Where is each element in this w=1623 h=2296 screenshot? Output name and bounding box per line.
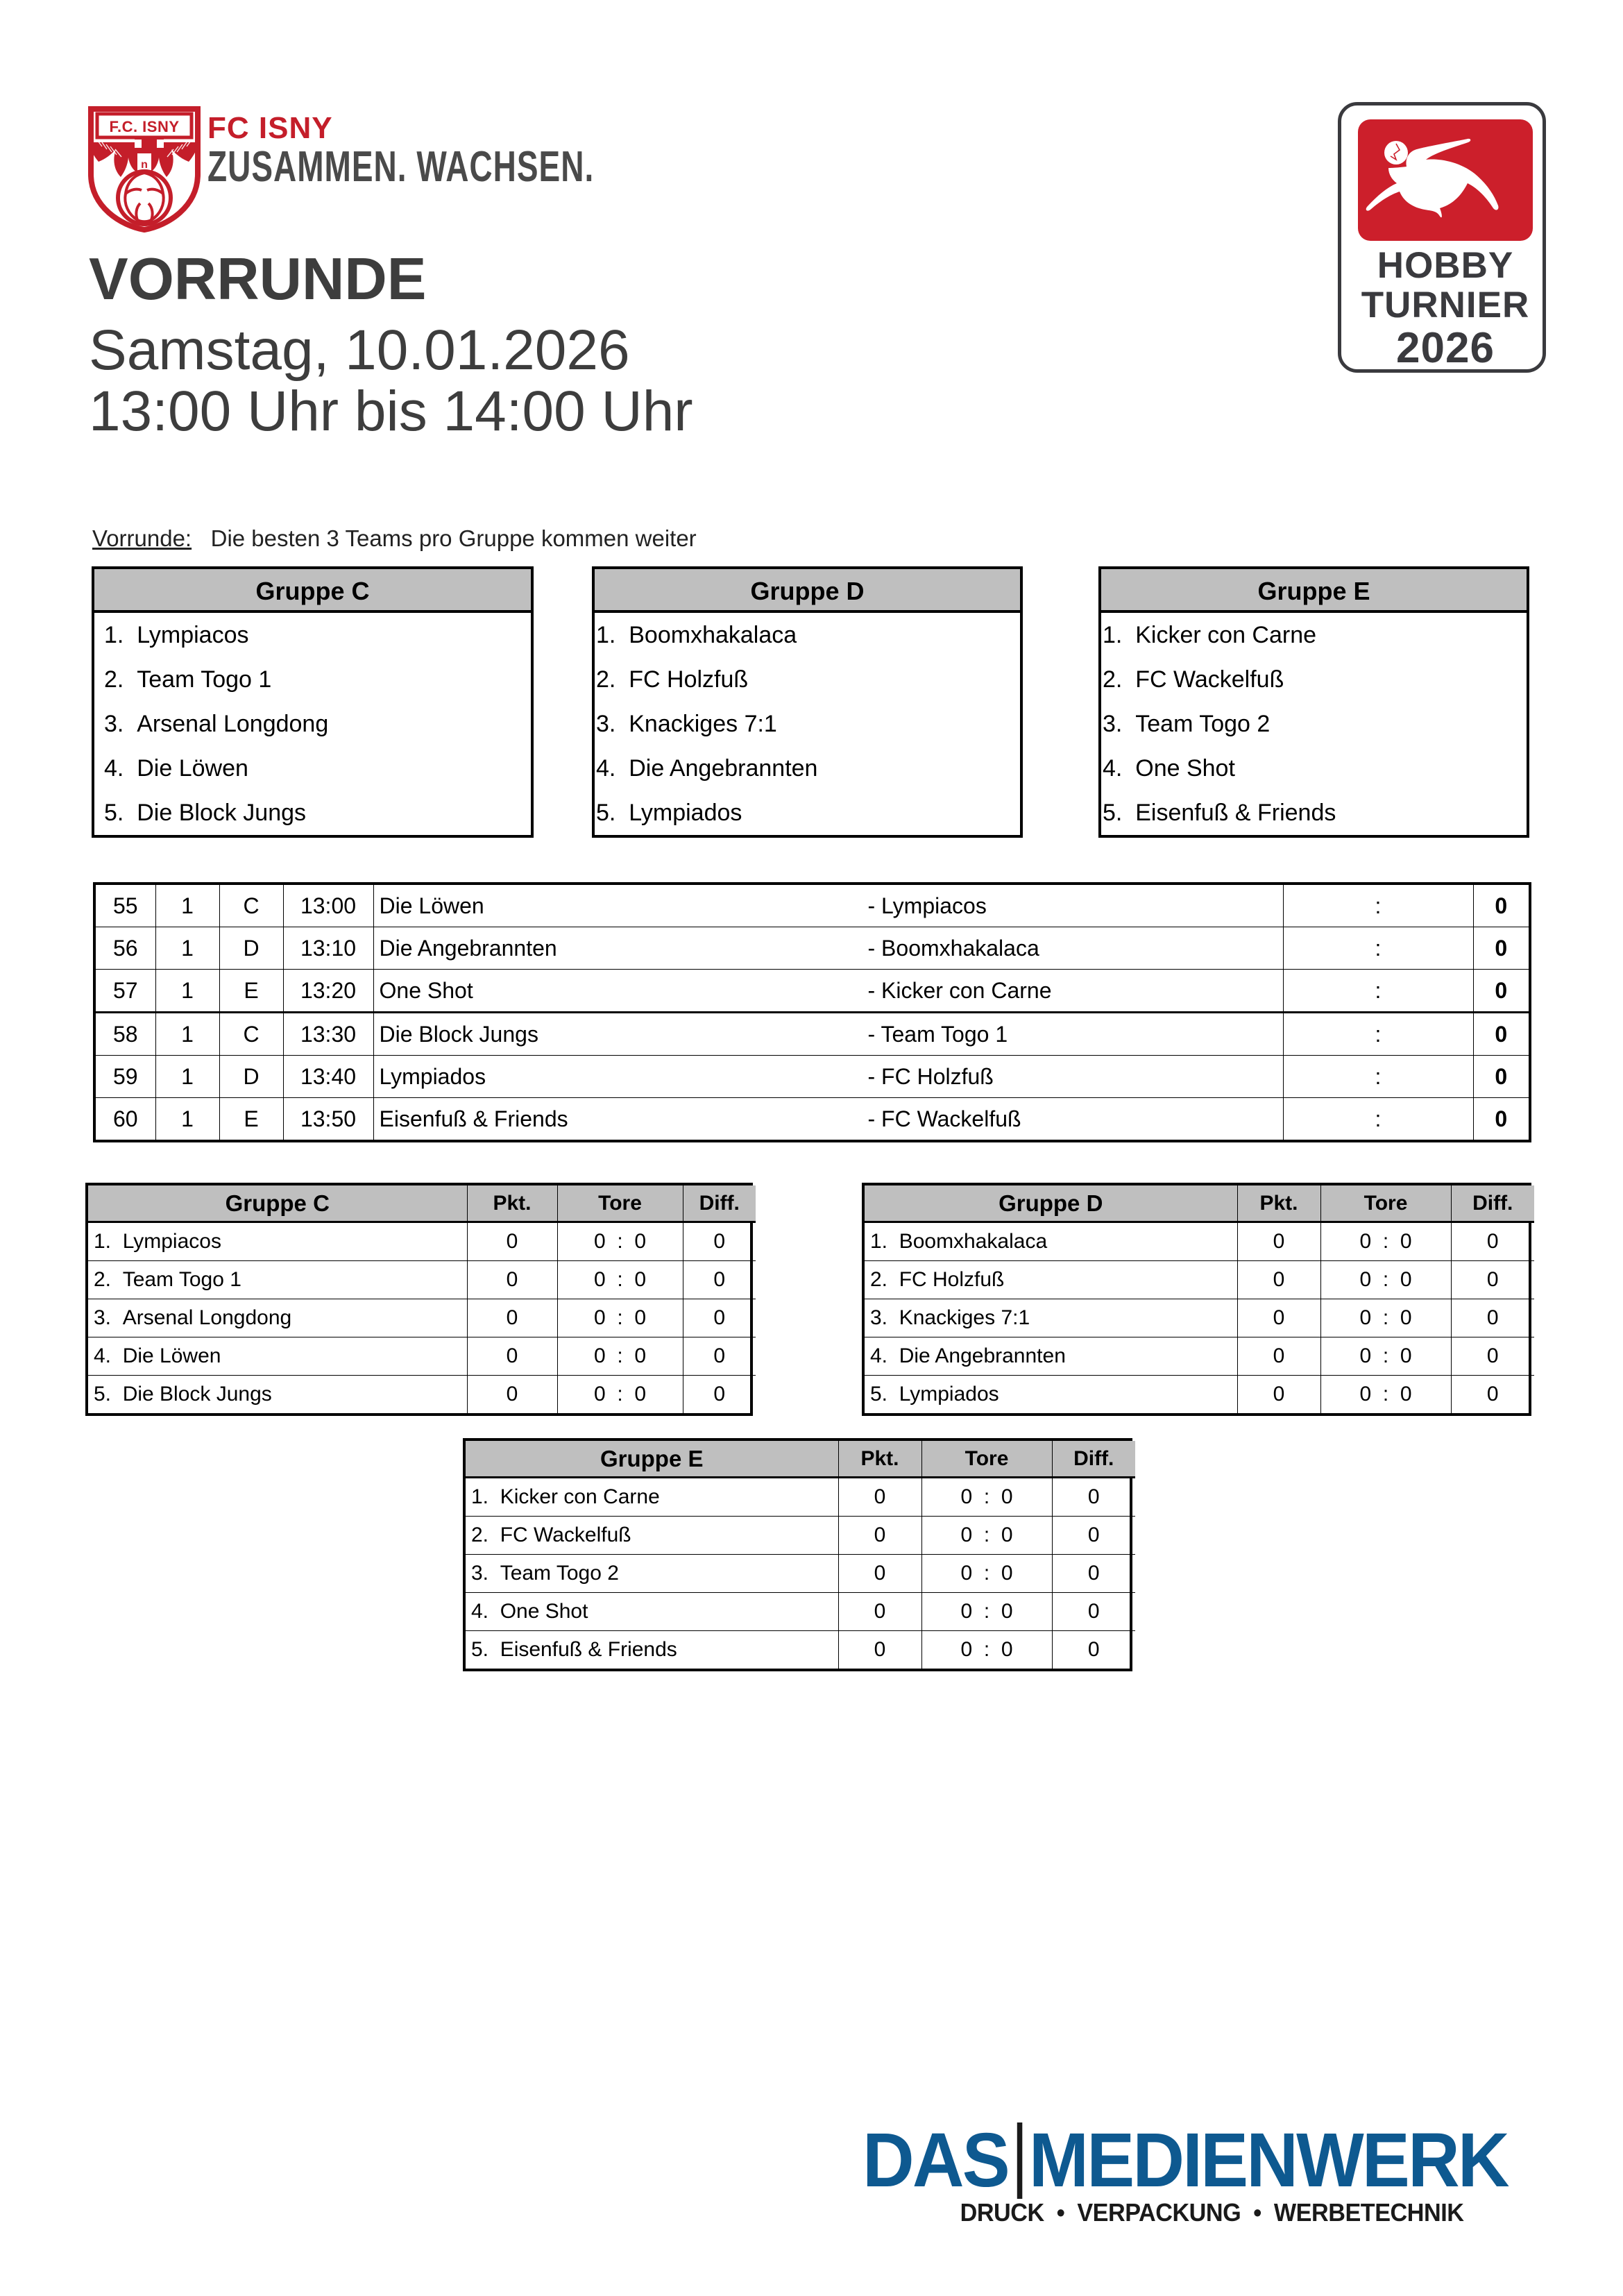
svg-text:n: n — [141, 159, 148, 171]
svg-text:F.C. ISNY: F.C. ISNY — [109, 118, 179, 135]
